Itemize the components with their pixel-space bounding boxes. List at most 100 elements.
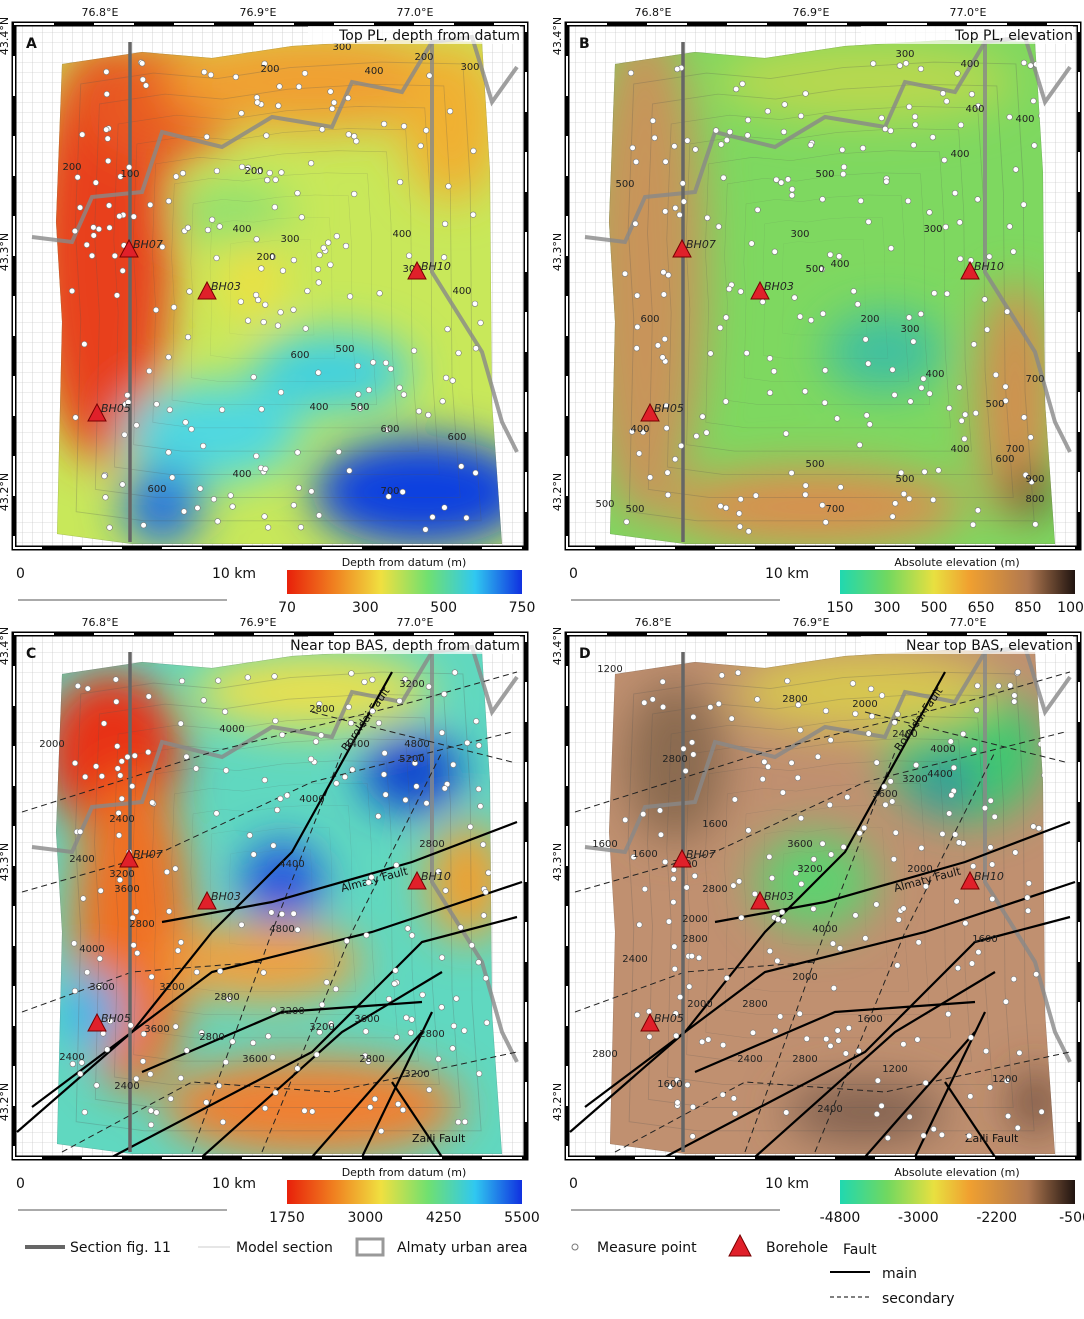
measure-point — [78, 1059, 85, 1066]
measure-point — [754, 206, 761, 213]
contour-label: 2800 — [419, 1029, 444, 1040]
measure-point — [399, 488, 406, 496]
borehole-label: BH07 — [686, 238, 716, 251]
measure-point — [112, 676, 119, 683]
fault-main — [714, 820, 1071, 924]
measure-point — [113, 292, 121, 299]
measure-point — [139, 60, 146, 67]
measure-point — [926, 390, 933, 397]
fault-secondary — [814, 751, 996, 1153]
contour-label: 3600 — [354, 1014, 379, 1025]
measure-point — [659, 703, 667, 711]
measure-point — [147, 201, 154, 208]
measure-point — [683, 884, 690, 891]
contour-label: 400 — [830, 259, 849, 270]
scale-label: 10 km — [212, 566, 256, 582]
measure-point — [868, 713, 876, 720]
measure-point — [634, 292, 641, 299]
measure-point — [182, 419, 189, 426]
measure-point — [986, 1084, 994, 1091]
measure-point — [943, 290, 951, 297]
measure-point — [278, 911, 286, 918]
fault-main — [31, 880, 523, 1108]
measure-point — [244, 674, 251, 681]
measure-point — [956, 219, 963, 226]
measure-point — [159, 243, 166, 251]
measure-point — [865, 730, 872, 737]
borehole — [960, 260, 980, 280]
measure-point — [749, 1029, 757, 1036]
measure-point — [960, 730, 967, 738]
measure-point — [946, 405, 953, 412]
measure-point — [482, 889, 489, 896]
measure-point — [396, 384, 403, 391]
measure-point — [294, 926, 301, 933]
measure-point — [284, 792, 291, 799]
contour — [152, 150, 398, 429]
measure-point — [1010, 248, 1017, 255]
contour-label: 2800 — [419, 839, 444, 850]
measure-point — [930, 496, 937, 504]
fault-secondary — [574, 961, 816, 1013]
measure-point — [822, 519, 829, 526]
measure-point — [103, 126, 110, 133]
measure-point — [981, 804, 989, 812]
measure-point — [1006, 223, 1013, 230]
lon-label: 76.9°E — [793, 616, 830, 629]
contour — [74, 671, 482, 1132]
measure-point — [778, 179, 785, 186]
measure-point — [82, 773, 89, 780]
measure-point — [408, 932, 416, 939]
measure-point — [385, 493, 392, 500]
measure-point — [911, 113, 919, 120]
measure-point — [969, 521, 977, 528]
measure-point — [104, 135, 111, 142]
measure-point — [640, 811, 647, 818]
panel: 300 400 400 500 400 500 300 500 400 300 600 200 300 4… — [551, 6, 1084, 616]
measure-point — [975, 103, 982, 110]
measure-point — [327, 88, 334, 95]
measure-point — [345, 131, 352, 138]
measure-point — [656, 807, 664, 814]
measure-point — [346, 467, 353, 474]
heat-blob — [915, 752, 975, 812]
scale-label: 10 km — [765, 1176, 809, 1192]
measure-point — [476, 1070, 483, 1077]
measure-point — [664, 469, 671, 476]
measure-point — [688, 739, 696, 746]
contour-label: 4000 — [79, 944, 104, 955]
contour-label: 2400 — [59, 1052, 84, 1063]
measure-point — [238, 110, 245, 117]
contour-label: 200 — [256, 252, 275, 263]
heat-blob — [242, 842, 322, 922]
contour — [705, 150, 951, 429]
heat-blob — [172, 182, 292, 242]
measure-point — [278, 169, 285, 176]
measure-point — [784, 176, 792, 183]
measure-point — [145, 749, 152, 756]
scale-label: 0 — [569, 566, 578, 582]
measure-point — [671, 143, 678, 150]
measure-point — [663, 425, 670, 432]
measure-point — [80, 895, 87, 902]
panel-letter: A — [26, 36, 37, 52]
measure-point — [662, 208, 669, 215]
measure-point — [450, 761, 457, 768]
measure-point — [349, 766, 356, 773]
measure-point — [807, 141, 814, 149]
measure-point — [382, 359, 390, 367]
heat-blob — [222, 242, 282, 322]
fault-secondary — [864, 711, 1066, 763]
measure-point — [892, 500, 899, 507]
measure-point — [371, 1095, 379, 1103]
measure-point — [304, 287, 311, 295]
measure-point — [368, 874, 375, 881]
measure-point — [722, 314, 730, 321]
measure-point — [679, 180, 686, 187]
measure-point — [845, 1024, 852, 1032]
measure-point — [209, 216, 216, 223]
measure-point — [81, 1109, 88, 1116]
measure-point — [103, 68, 110, 75]
contour-label: 2400 — [622, 954, 647, 965]
measure-point — [689, 1103, 697, 1111]
